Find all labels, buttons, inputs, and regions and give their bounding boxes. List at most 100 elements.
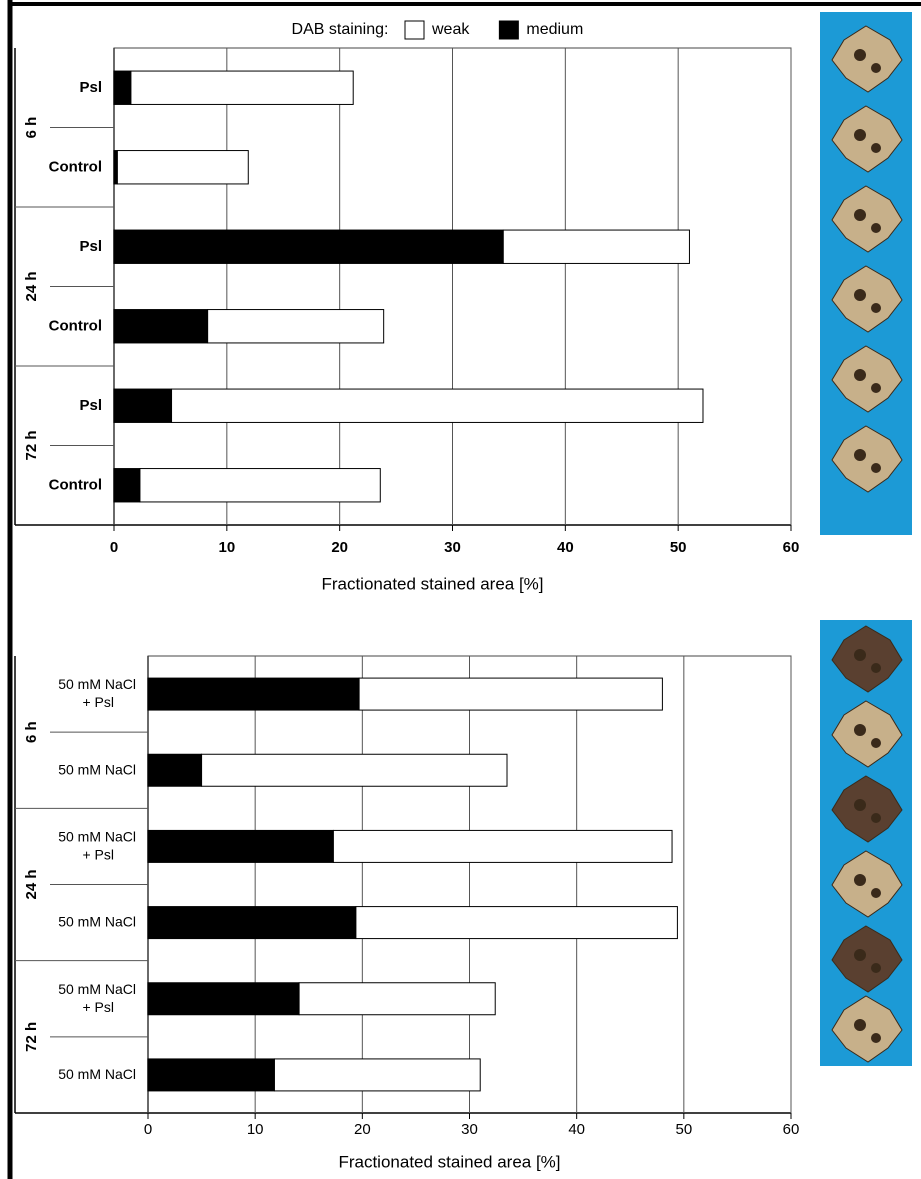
legend-title: DAB staining: (292, 21, 389, 38)
bar-segment (359, 678, 662, 710)
group-label: 72 h (23, 430, 40, 460)
y-tick-label: 50 mM NaCl (58, 1066, 136, 1082)
y-tick-line: 50 mM NaCl (58, 980, 136, 996)
y-tick-label: Control (49, 158, 102, 175)
leaf-spot (871, 888, 881, 898)
x-tick-label: 40 (557, 539, 574, 556)
x-tick-label: 60 (783, 1121, 800, 1138)
bar-segment (114, 230, 503, 263)
x-axis-title: Fractionated stained area [%] (338, 1152, 560, 1171)
x-tick-label: 30 (444, 539, 461, 556)
legend-swatch (405, 21, 424, 39)
bar-segment (114, 151, 117, 184)
y-tick-line: 50 mM NaCl (58, 676, 136, 692)
y-tick-line: Psl (79, 238, 102, 255)
x-tick-label: 50 (670, 539, 687, 556)
bar-segment (148, 830, 333, 862)
x-tick-label: 10 (247, 1121, 264, 1138)
x-tick-label: 20 (331, 539, 348, 556)
y-tick-line: 50 mM NaCl (58, 1066, 136, 1082)
leaf-spot (854, 49, 866, 61)
x-tick-label: 60 (783, 539, 800, 556)
leaf-spot (854, 1019, 866, 1031)
legend-label: medium (526, 21, 583, 38)
y-tick-label: Psl (79, 397, 102, 414)
leaf-spot (871, 303, 881, 313)
leaf-spot (854, 449, 866, 461)
bar-segment (148, 907, 356, 939)
bar-segment (148, 983, 299, 1015)
leaf-spot (854, 799, 866, 811)
y-tick-label: Psl (79, 79, 102, 96)
y-tick-line: Control (49, 158, 102, 175)
y-tick-label: 50 mM NaCl (58, 913, 136, 929)
bar-segment (114, 310, 208, 343)
y-tick-label: 50 mM NaCl (58, 761, 136, 777)
bar-segment (333, 830, 672, 862)
leaf-spot (854, 724, 866, 736)
x-tick-label: 10 (218, 539, 235, 556)
bar-segment (172, 389, 703, 422)
leaf-spot (871, 1033, 881, 1043)
leaf-spot (871, 383, 881, 393)
x-tick-label: 0 (144, 1121, 152, 1138)
x-tick-label: 50 (675, 1121, 692, 1138)
y-tick-label: Control (49, 476, 102, 493)
group-label: 6 h (23, 721, 40, 743)
y-tick-label: Control (49, 317, 102, 334)
leaf-spot (854, 949, 866, 961)
y-tick-line: Control (49, 476, 102, 493)
bar-segment (202, 754, 507, 786)
bar-segment (274, 1059, 480, 1091)
leaf-spot (854, 209, 866, 221)
y-tick-line: + Psl (82, 846, 114, 862)
y-tick-line: 50 mM NaCl (58, 761, 136, 777)
x-tick-label: 40 (568, 1121, 585, 1138)
leaf-spot (871, 223, 881, 233)
leaf-spot (871, 663, 881, 673)
leaf-spot (871, 143, 881, 153)
y-tick-line: + Psl (82, 998, 114, 1014)
leaf-spot (871, 463, 881, 473)
group-label: 24 h (23, 869, 40, 899)
bar-segment (148, 754, 202, 786)
y-tick-line: + Psl (82, 694, 114, 710)
y-tick-line: 50 mM NaCl (58, 828, 136, 844)
bar-segment (148, 678, 359, 710)
legend-label: weak (431, 21, 470, 38)
bar-segment (114, 71, 131, 104)
x-tick-label: 0 (110, 539, 118, 556)
legend-swatch (499, 21, 518, 39)
bar-segment (503, 230, 689, 263)
bar-segment (140, 469, 380, 502)
leaf-spot (871, 813, 881, 823)
group-label: 72 h (23, 1022, 40, 1052)
group-label: 24 h (23, 271, 40, 301)
figure: 0 10 20 30 40 50 60 Fractionated stained area [… (0, 0, 921, 1179)
bar-segment (114, 469, 140, 502)
y-tick-line: Control (49, 317, 102, 334)
y-tick-line: Psl (79, 79, 102, 96)
x-tick-label: 30 (461, 1121, 478, 1138)
leaf-spot (854, 874, 866, 886)
bar-segment (356, 907, 678, 939)
leaf-spot (871, 63, 881, 73)
y-tick-line: 50 mM NaCl (58, 913, 136, 929)
y-tick-label: Psl (79, 238, 102, 255)
bar-segment (148, 1059, 274, 1091)
leaf-spot (854, 129, 866, 141)
x-tick-label: 20 (354, 1121, 371, 1138)
leaf-spot (854, 649, 866, 661)
bar-segment (299, 983, 495, 1015)
y-tick-line: Psl (79, 397, 102, 414)
leaf-spot (871, 738, 881, 748)
bar-segment (117, 151, 248, 184)
leaf-spot (854, 289, 866, 301)
leaf-spot (854, 369, 866, 381)
group-label: 6 h (23, 117, 40, 139)
leaf-spot (871, 963, 881, 973)
bar-segment (131, 71, 353, 104)
x-axis-title: Fractionated stained area [%] (321, 574, 543, 593)
bar-segment (114, 389, 172, 422)
bar-segment (208, 310, 384, 343)
